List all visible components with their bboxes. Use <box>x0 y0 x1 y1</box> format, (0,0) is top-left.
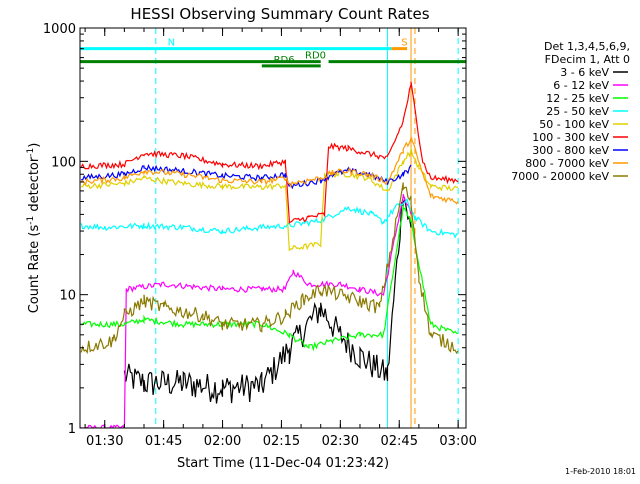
overlay-label: RD6 <box>274 55 295 66</box>
overlay-label: RD0 <box>305 51 326 62</box>
series-line <box>80 81 459 224</box>
x-tick-label: 02:15 <box>263 434 300 449</box>
legend-label: 25 - 50 keV <box>546 105 609 118</box>
x-tick-label: 02:30 <box>322 434 359 449</box>
legend-label: 7000 - 20000 keV <box>511 170 609 183</box>
y-axis-label-sup2: -1 <box>26 148 36 157</box>
x-tick-label: 01:45 <box>145 434 182 449</box>
legend-label: 800 - 7000 keV <box>525 157 609 170</box>
legend-label: 12 - 25 keV <box>546 92 609 105</box>
axes: 01:30 01:45 02:00 02:15 02:30 02:45 03:00 1 10 10… <box>43 22 477 449</box>
series-line <box>80 136 459 205</box>
x-tick-label: 02:00 <box>204 434 241 449</box>
x-axis-label: Start Time (11-Dec-04 01:23:42) <box>177 456 389 471</box>
data-layer <box>80 28 459 428</box>
y-axis-label-end: ) <box>27 143 42 148</box>
legend-label: 6 - 12 keV <box>553 79 609 92</box>
legend-label: 300 - 800 keV <box>532 144 609 157</box>
plot-frame <box>79 27 467 429</box>
legend-label: 3 - 6 keV <box>560 66 609 79</box>
y-tick-label: 1000 <box>43 22 76 37</box>
overlay-label: N <box>168 38 175 49</box>
series-line <box>80 182 459 355</box>
series-line <box>80 194 412 428</box>
legend-label: 100 - 300 keV <box>532 131 609 144</box>
y-axis-label-mid: detector <box>27 156 42 216</box>
series-line <box>81 205 459 352</box>
series-line <box>123 196 412 404</box>
x-tick-label: 03:00 <box>439 434 476 449</box>
legend-label: 50 - 100 keV <box>539 118 609 131</box>
y-tick-label: 10 <box>59 289 76 304</box>
series-line <box>80 198 459 239</box>
legend-header: Det 1,3,4,5,6,9, <box>544 40 630 53</box>
chart-title: HESSI Observing Summary Count Rates <box>130 5 429 23</box>
series-line <box>81 147 459 252</box>
y-tick-label: 1 <box>68 422 76 437</box>
legend-header: FDecim 1, Att 0 <box>545 53 630 66</box>
x-tick-label: 02:45 <box>381 434 418 449</box>
overlay-label: S <box>401 38 407 49</box>
footer-timestamp: 1-Feb-2010 18:01 <box>565 467 636 476</box>
y-axis-label-sup1: -1 <box>26 216 36 225</box>
legend: Det 1,3,4,5,6,9,FDecim 1, Att 03 - 6 keV… <box>511 40 630 183</box>
y-axis-label-main: Count Rate (s <box>27 225 42 314</box>
y-tick-label: 100 <box>51 155 76 170</box>
y-axis-label: Count Rate (s-1 detector-1) <box>26 143 42 314</box>
x-tick-label: 01:30 <box>86 434 123 449</box>
plot-area: N RD0 RD6 S <box>80 28 466 428</box>
